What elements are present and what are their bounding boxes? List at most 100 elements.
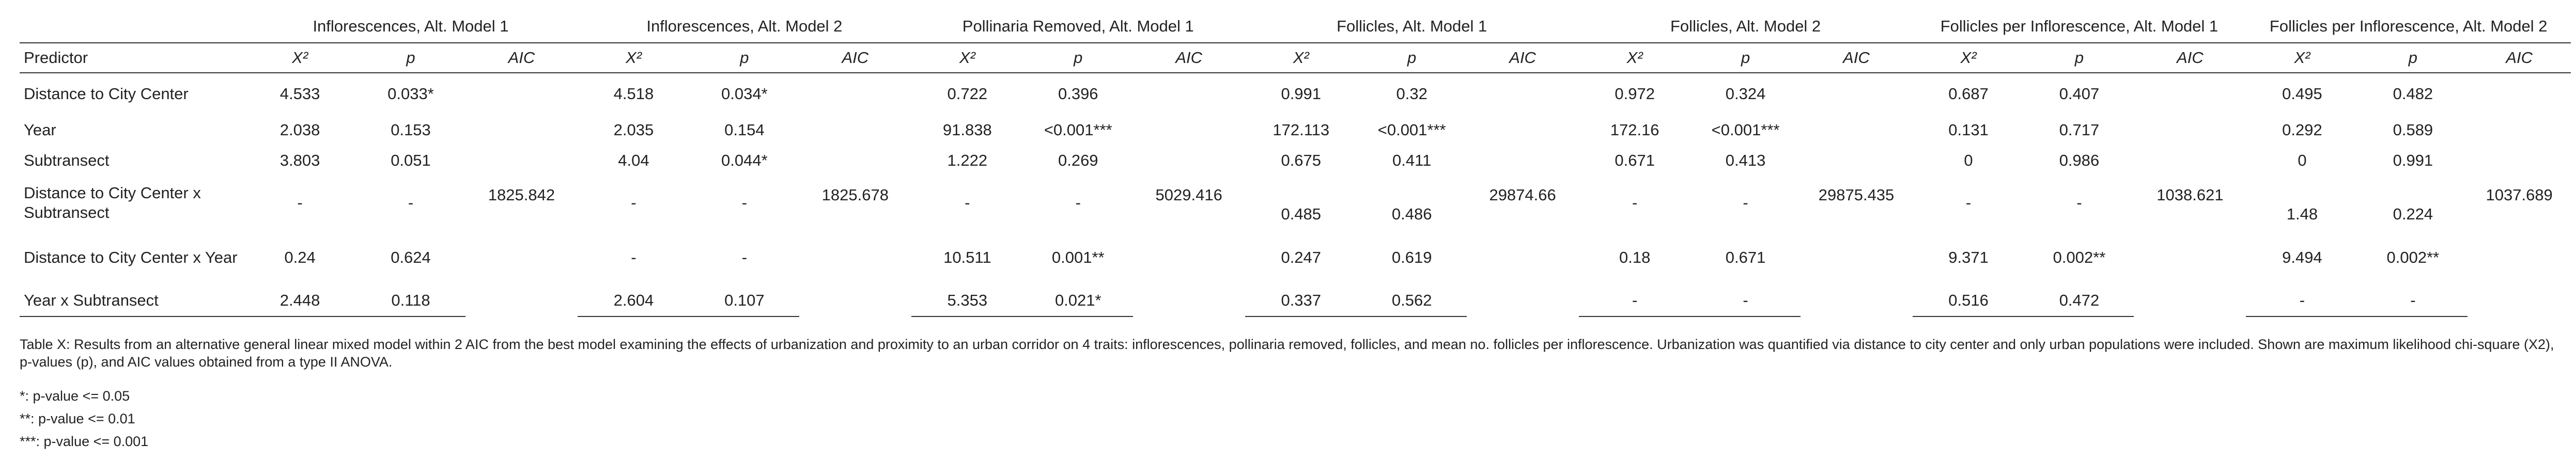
table-caption: Table X: Results from an alternative gen… (20, 337, 2554, 370)
x2-header: X² (577, 42, 690, 73)
x2-text: 0.485 (1281, 205, 1322, 223)
aic-header: AIC (2134, 42, 2246, 73)
aic-value: 29875.435 (1818, 185, 1895, 204)
p-text: 0.224 (2393, 205, 2433, 223)
p-value: 0.619 (1357, 230, 1467, 285)
x2-header: X² (911, 42, 1023, 73)
p-value: - (1690, 285, 1801, 317)
x2-text: 0.675 (1281, 151, 1322, 169)
p-text: 0.472 (2059, 291, 2100, 309)
group-header: Follicles per Inflorescence, Alt. Model … (2269, 17, 2548, 35)
p-value: 0.107 (689, 285, 799, 317)
predictor-header: Predictor (20, 42, 244, 73)
x2-header: X² (1912, 42, 2025, 73)
x2-text: 2.035 (613, 121, 654, 139)
p-text: 0.407 (2059, 85, 2100, 103)
x2-text: 0.671 (1615, 151, 1655, 169)
x2-value: 0 (2246, 146, 2358, 176)
x2-value: 9.371 (1913, 230, 2025, 285)
p-text: 0.044* (721, 151, 768, 169)
footnote: ***: p-value <= 0.001 (20, 434, 149, 449)
x2-value: 2.604 (577, 285, 690, 317)
x2-text: 0.687 (1948, 85, 1989, 103)
x2-value: - (2246, 285, 2358, 317)
x2-text: 172.16 (1610, 121, 1659, 139)
p-value: 0.034* (690, 73, 799, 115)
aic-header: AIC (1800, 42, 1913, 73)
x2-value: 0.24 (244, 230, 356, 285)
x2-value: 91.838 (911, 115, 1023, 146)
p-value: <0.001*** (1357, 115, 1467, 146)
x2-value: - (1579, 176, 1691, 230)
p-value: 0.002** (2358, 230, 2468, 285)
x2-text: 1.48 (2286, 205, 2318, 223)
p-text: <0.001*** (1377, 121, 1446, 139)
p-text: 0.396 (1058, 85, 1098, 103)
p-text: 0.624 (391, 248, 431, 266)
x2-value: - (911, 176, 1023, 230)
p-value: 0.624 (356, 230, 465, 285)
p-value: 0.986 (2025, 146, 2134, 176)
p-value: 0.486 (1357, 176, 1467, 230)
blank-corner (20, 10, 244, 43)
x2-value: 2.448 (244, 285, 356, 317)
p-text: 0.051 (391, 151, 431, 169)
group-header-row: Inflorescences, Alt. Model 1 Inflorescen… (20, 10, 2571, 43)
x2-text: 2.448 (280, 291, 320, 309)
p-text: - (1743, 194, 1748, 212)
x2-text: 0 (1964, 151, 1973, 169)
p-value: - (1691, 176, 1801, 230)
p-text: - (1743, 291, 1748, 309)
aic-value: 1038.621 (2156, 185, 2224, 204)
group-header: Inflorescences, Alt. Model 2 (646, 17, 843, 35)
p-value: 0.396 (1023, 73, 1133, 115)
aic-header: AIC (1132, 42, 1245, 73)
subheader-row: Predictor X² p AIC X² p AIC X² p AIC X² p AIC X² p AIC… (20, 42, 2571, 73)
p-value: 0.269 (1023, 146, 1133, 176)
x2-text: 10.511 (943, 248, 991, 266)
p-text: 0.034* (721, 85, 768, 103)
p-text: - (408, 194, 414, 212)
p-header: p (2024, 42, 2134, 73)
x2-value: 0.337 (1245, 285, 1357, 317)
table-row: Year x Subtransect 2.448 0.118 2.604 0.107 5… (20, 285, 2571, 317)
x2-value: 2.035 (578, 115, 690, 146)
x2-text: 172.113 (1273, 121, 1330, 139)
p-text: 0.32 (1396, 85, 1427, 103)
p-text: - (2076, 194, 2082, 212)
x2-value: - (578, 176, 690, 230)
p-value: 0.154 (690, 115, 799, 146)
p-text: 0.269 (1058, 151, 1098, 169)
group-header: Follicles, Alt. Model 1 (1337, 17, 1487, 35)
predictor-label: Subtransect (24, 151, 110, 169)
x2-value: 2.038 (244, 115, 356, 146)
p-text: 0.589 (2393, 121, 2433, 139)
x2-text: 0 (2298, 151, 2307, 169)
p-value: 0.021* (1023, 285, 1133, 317)
p-value: <0.001*** (1691, 115, 1801, 146)
x2-text: 0.972 (1615, 85, 1655, 103)
p-text: 0.619 (1391, 248, 1432, 266)
x2-text: 3.803 (280, 151, 320, 169)
p-text: 0.021* (1054, 291, 1101, 309)
aic-value: 1825.842 (488, 185, 555, 204)
x2-value: 0.722 (911, 73, 1023, 115)
p-header: p (356, 42, 465, 73)
x2-value: 5.353 (911, 285, 1023, 317)
aic-header: AIC (2468, 42, 2571, 73)
p-text: - (741, 194, 748, 212)
p-text: 0.411 (1392, 151, 1432, 169)
p-text: 0.002** (2386, 248, 2440, 266)
x2-header: X² (244, 42, 356, 73)
x2-text: 1.222 (947, 151, 988, 169)
p-text: 0.107 (724, 291, 765, 309)
x2-value: - (1578, 285, 1691, 317)
x2-value: 172.113 (1245, 115, 1357, 146)
x2-header: X² (1245, 42, 1357, 73)
p-value: 0.002** (2025, 230, 2134, 285)
x2-value: 0.247 (1245, 230, 1357, 285)
x2-value: 0.495 (2246, 73, 2358, 115)
p-text: 0.486 (1391, 205, 1432, 223)
x2-value: 3.803 (244, 146, 356, 176)
p-value: - (1023, 176, 1133, 230)
